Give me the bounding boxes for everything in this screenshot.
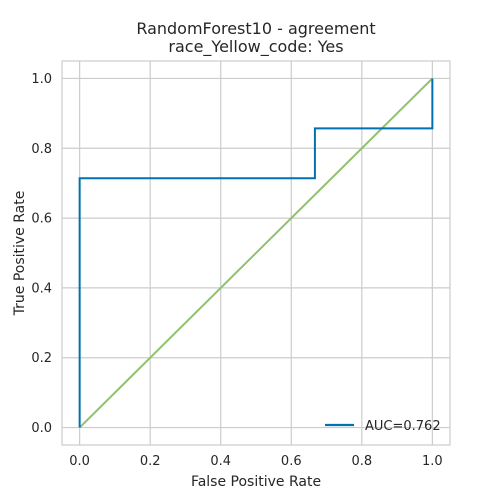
y-axis-label: True Positive Rate [12, 191, 28, 317]
chart-title-line-1: RandomForest10 - agreement [136, 19, 375, 38]
y-tick-label: 0.2 [31, 351, 52, 366]
y-tick-label: 1.0 [31, 72, 52, 87]
diagonal-reference-line [78, 77, 434, 429]
x-tick-label: 0.8 [351, 454, 372, 469]
legend-label: AUC=0.762 [365, 419, 441, 434]
x-tick-label: 0.4 [210, 454, 231, 469]
x-tick-label: 0.2 [140, 454, 161, 469]
ticks-layer: 0.0 0.2 0.4 0.6 0.8 1.0 0.0 0.2 0.4 0.6 0.8 1.0 [31, 72, 442, 469]
y-tick-label: 0.6 [31, 212, 52, 227]
chart-title-line-2: race_Yellow_code: Yes [168, 37, 343, 57]
y-tick-label: 0.4 [31, 281, 52, 296]
x-tick-label: 0.6 [281, 454, 302, 469]
series-layer [78, 77, 434, 429]
x-axis-label: False Positive Rate [191, 474, 321, 490]
y-tick-label: 0.8 [31, 142, 52, 157]
x-tick-label: 1.0 [422, 454, 443, 469]
plot-frame [61, 60, 451, 446]
x-tick-label: 0.0 [69, 454, 90, 469]
y-tick-label: 0.0 [31, 421, 52, 436]
legend: AUC=0.762 [325, 419, 441, 434]
roc-curve-line [78, 78, 434, 428]
